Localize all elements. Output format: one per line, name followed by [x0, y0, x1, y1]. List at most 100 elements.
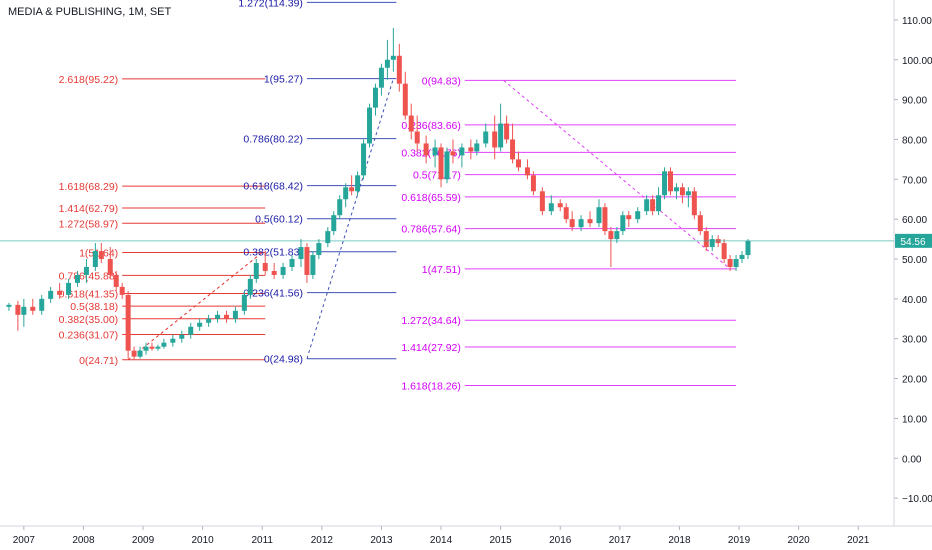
candle[interactable] — [459, 143, 465, 168]
candle[interactable] — [92, 243, 98, 271]
candle[interactable] — [739, 251, 745, 263]
candle[interactable] — [188, 322, 194, 339]
candle[interactable] — [396, 43, 402, 92]
candle[interactable] — [474, 139, 480, 156]
candle[interactable] — [179, 330, 185, 343]
candle[interactable] — [113, 270, 119, 291]
candle[interactable] — [384, 39, 390, 80]
candle[interactable] — [289, 255, 295, 271]
candle[interactable] — [721, 239, 727, 263]
candle[interactable] — [30, 298, 36, 315]
candle[interactable] — [444, 147, 450, 184]
candle[interactable] — [733, 255, 739, 271]
candle[interactable] — [468, 139, 474, 160]
candle[interactable] — [66, 278, 72, 299]
candle[interactable] — [620, 211, 626, 236]
candle[interactable] — [155, 344, 161, 351]
candle[interactable] — [355, 171, 361, 196]
candle[interactable] — [331, 211, 337, 236]
candle[interactable] — [548, 195, 554, 216]
candle[interactable] — [241, 290, 247, 315]
candle[interactable] — [569, 211, 575, 232]
candle[interactable] — [697, 211, 703, 236]
candle[interactable] — [498, 103, 504, 152]
candle[interactable] — [232, 306, 238, 323]
candle[interactable] — [408, 103, 414, 140]
candle[interactable] — [107, 247, 113, 279]
fib-red-group[interactable]: 2.618(95.22) 1.618(68.29) 1.414(62.79) 1.27… — [59, 74, 266, 367]
candle[interactable] — [709, 235, 715, 252]
candle[interactable] — [337, 195, 343, 220]
candle[interactable] — [432, 139, 438, 168]
candle[interactable] — [197, 318, 203, 331]
candle[interactable] — [578, 215, 584, 232]
candle[interactable] — [298, 239, 304, 267]
candle[interactable] — [644, 195, 650, 216]
candle[interactable] — [602, 203, 608, 236]
candle[interactable] — [685, 187, 691, 208]
candle[interactable] — [516, 151, 522, 172]
candle[interactable] — [510, 123, 516, 164]
candle[interactable] — [378, 63, 384, 96]
candle[interactable] — [492, 115, 498, 160]
candle[interactable] — [253, 259, 259, 283]
candle[interactable] — [149, 342, 155, 351]
candle[interactable] — [161, 338, 167, 349]
candle[interactable] — [74, 270, 80, 287]
candle[interactable] — [215, 310, 221, 323]
candle[interactable] — [530, 171, 536, 196]
candle[interactable] — [626, 211, 632, 228]
candle[interactable] — [83, 259, 89, 283]
candle[interactable] — [223, 310, 229, 323]
candle[interactable] — [656, 187, 662, 216]
candle[interactable] — [57, 282, 63, 299]
candle[interactable] — [650, 195, 656, 216]
candle[interactable] — [483, 123, 489, 148]
candle[interactable] — [563, 203, 569, 224]
candle[interactable] — [310, 251, 316, 279]
candle[interactable] — [608, 227, 614, 267]
candle[interactable] — [450, 139, 456, 164]
candle[interactable] — [325, 227, 331, 248]
candle[interactable] — [247, 274, 253, 299]
candle[interactable] — [673, 183, 679, 200]
candle[interactable] — [206, 314, 212, 327]
candle[interactable] — [170, 334, 176, 347]
candle[interactable] — [39, 294, 45, 315]
fib-magenta-group[interactable]: 0(94.83)0.236(83.66)0.382(76.76)0.5(71.1… — [401, 75, 737, 392]
candle[interactable] — [271, 263, 277, 279]
candle[interactable] — [304, 243, 310, 283]
candle[interactable] — [349, 175, 355, 196]
candle[interactable] — [703, 227, 709, 252]
candle[interactable] — [524, 159, 530, 180]
candle[interactable] — [131, 346, 137, 360]
candle[interactable] — [587, 211, 593, 228]
fib-blue-group[interactable]: 1.272(114.39) 1(95.27) 0.786(80.22) 0.618(6… — [238, 0, 397, 366]
candle[interactable] — [125, 290, 131, 359]
candle[interactable] — [6, 302, 12, 311]
candle[interactable] — [691, 187, 697, 220]
candle[interactable] — [679, 183, 685, 204]
candle[interactable] — [262, 251, 268, 275]
candle[interactable] — [727, 255, 733, 271]
candle[interactable] — [596, 199, 602, 228]
candle[interactable] — [361, 139, 367, 180]
candle[interactable] — [504, 115, 510, 144]
candle[interactable] — [635, 207, 641, 224]
candle[interactable] — [745, 239, 751, 260]
candle[interactable] — [539, 187, 545, 216]
candle[interactable] — [21, 298, 27, 327]
candle[interactable] — [48, 286, 54, 303]
candle[interactable] — [668, 167, 673, 196]
candle[interactable] — [316, 239, 322, 260]
candle[interactable] — [372, 83, 378, 116]
candle[interactable] — [343, 183, 349, 208]
candle[interactable] — [662, 167, 668, 200]
candle[interactable] — [438, 143, 444, 188]
candle[interactable] — [15, 300, 21, 331]
candle[interactable] — [137, 346, 143, 359]
candle[interactable] — [119, 282, 125, 299]
candle[interactable] — [280, 263, 286, 279]
candle[interactable] — [402, 71, 408, 120]
